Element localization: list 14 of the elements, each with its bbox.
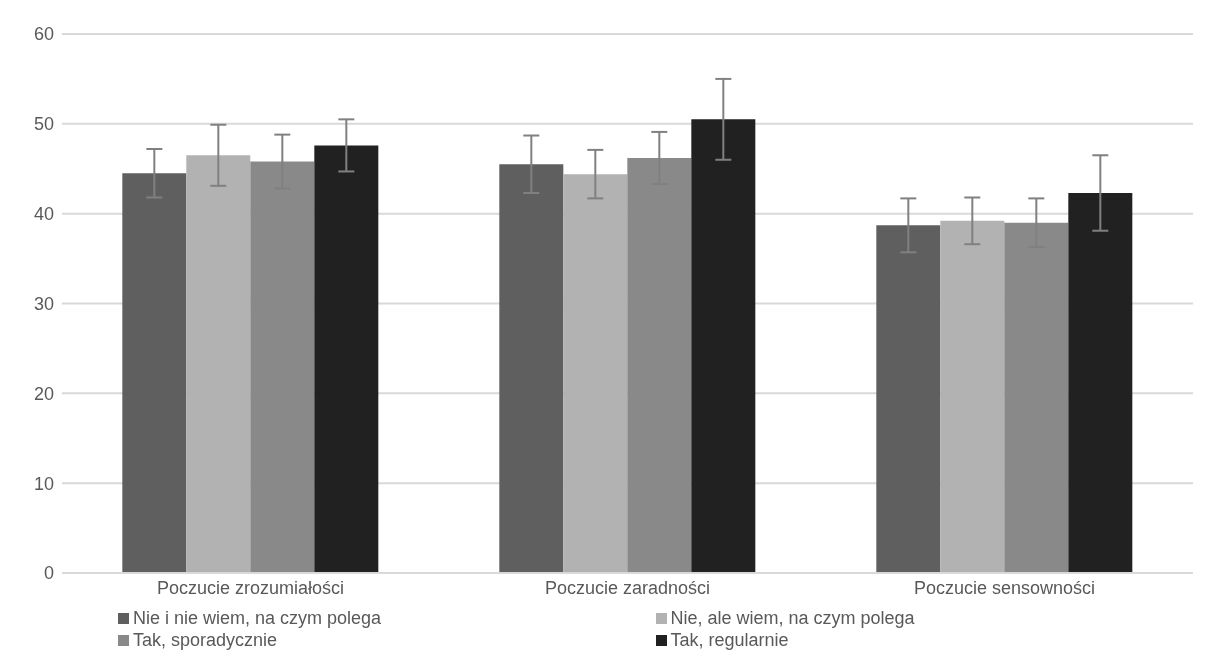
y-tick-label: 0: [43, 563, 54, 584]
y-tick-label: 10: [33, 473, 54, 494]
legend-label: Nie, ale wiem, na czym polega: [670, 607, 915, 629]
x-tick-label: Poczucie sensowności: [913, 577, 1096, 598]
y-tick-label: 40: [33, 204, 54, 225]
x-tick-label: Poczucie zrozumiałości: [156, 577, 345, 598]
y-tick-label: 30: [33, 293, 54, 314]
y-tick-label: 60: [33, 24, 54, 45]
legend-label: Nie i nie wiem, na czym polega: [133, 607, 382, 629]
x-tick-label: Poczucie zaradności: [544, 577, 711, 598]
legend-label: Tak, sporadycznie: [133, 629, 278, 651]
legend-label: Tak, regularnie: [670, 629, 789, 651]
y-tick-label: 20: [33, 383, 54, 404]
y-tick-label: 50: [33, 114, 54, 135]
